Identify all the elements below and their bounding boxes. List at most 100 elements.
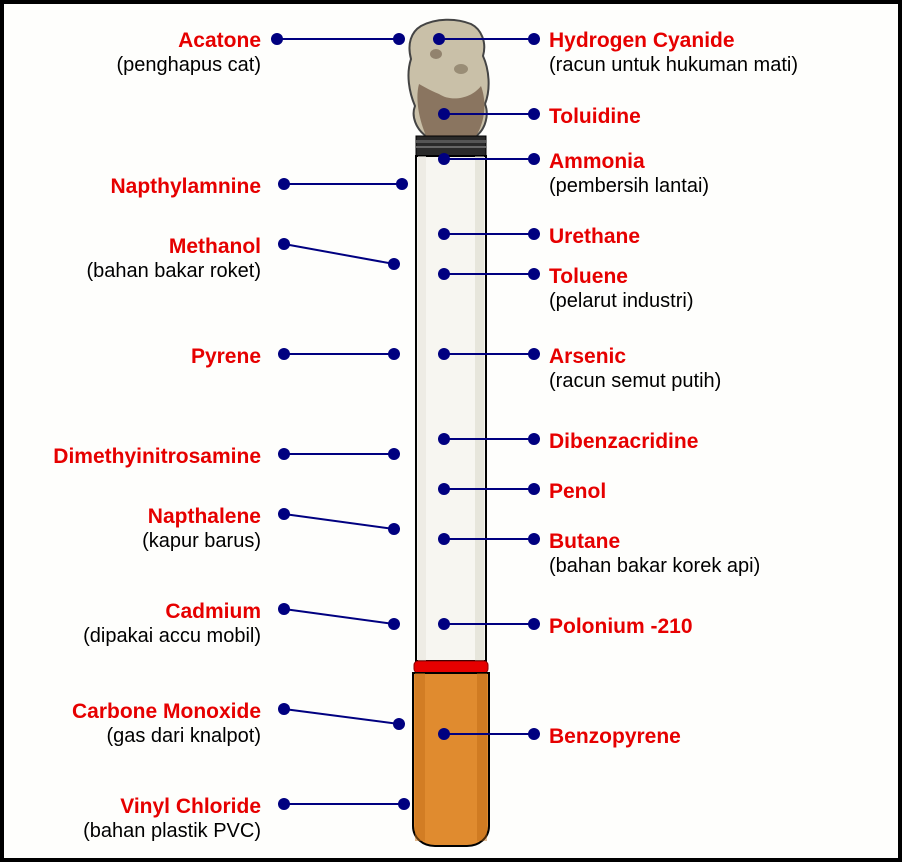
connector-line xyxy=(444,438,534,440)
chemical-description: (bahan bakar korek api) xyxy=(549,554,899,578)
chemical-name: Napthalene xyxy=(148,505,261,528)
connector-line xyxy=(284,608,394,625)
chemical-name: Ammonia xyxy=(549,150,645,173)
chemical-label: Toluidine xyxy=(549,104,899,129)
connector-line xyxy=(284,803,404,805)
connector-line xyxy=(444,733,534,735)
chemical-label: Acatone(penghapus cat) xyxy=(1,28,261,77)
chemical-description: (bahan bakar roket) xyxy=(1,259,261,283)
connector-line xyxy=(284,183,402,185)
chemical-description: (racun untuk hukuman mati) xyxy=(549,53,899,77)
connector-line xyxy=(284,243,394,265)
chemical-label: Butane(bahan bakar korek api) xyxy=(549,529,899,578)
chemical-label: Napthylamnine xyxy=(1,174,261,199)
chemical-description: (bahan plastik PVC) xyxy=(1,819,261,843)
chemical-label: Pyrene xyxy=(1,344,261,369)
connector-dot xyxy=(388,618,400,630)
chemical-description: (racun semut putih) xyxy=(549,369,899,393)
chemical-description: (gas dari knalpot) xyxy=(1,724,261,748)
connector-line xyxy=(277,38,399,40)
chemical-label: Napthalene(kapur barus) xyxy=(1,504,261,553)
connector-dot xyxy=(438,433,450,445)
connector-dot xyxy=(528,228,540,240)
chemical-name: Dimethyinitrosamine xyxy=(53,445,261,468)
chemical-description: (pelarut industri) xyxy=(549,289,899,313)
chemical-description: (kapur barus) xyxy=(1,529,261,553)
connector-dot xyxy=(528,348,540,360)
chemical-name: Pyrene xyxy=(191,345,261,368)
chemical-name: Benzopyrene xyxy=(549,725,681,748)
connector-dot xyxy=(388,348,400,360)
chemical-label: Vinyl Chloride(bahan plastik PVC) xyxy=(1,794,261,843)
chemical-name: Arsenic xyxy=(549,345,626,368)
connector-dot xyxy=(278,448,290,460)
connector-dot xyxy=(271,33,283,45)
chemical-label: Toluene(pelarut industri) xyxy=(549,264,899,313)
chemical-name: Hydrogen Cyanide xyxy=(549,29,735,52)
cigarette-illustration xyxy=(391,14,511,854)
chemical-name: Cadmium xyxy=(165,600,261,623)
chemical-description: (penghapus cat) xyxy=(1,53,261,77)
connector-dot xyxy=(528,433,540,445)
chemical-name: Methanol xyxy=(169,235,261,258)
chemical-label: Polonium -210 xyxy=(549,614,899,639)
connector-line xyxy=(444,538,534,540)
connector-dot xyxy=(528,33,540,45)
chemical-name: Toluene xyxy=(549,265,628,288)
connector-dot xyxy=(438,618,450,630)
chemical-label: Urethane xyxy=(549,224,899,249)
chemical-label: Methanol(bahan bakar roket) xyxy=(1,234,261,283)
connector-dot xyxy=(528,108,540,120)
chemical-label: Dibenzacridine xyxy=(549,429,899,454)
connector-dot xyxy=(528,153,540,165)
chemical-label: Penol xyxy=(549,479,899,504)
chemical-name: Urethane xyxy=(549,225,640,248)
connector-line xyxy=(444,273,534,275)
connector-line xyxy=(444,158,534,160)
connector-dot xyxy=(278,178,290,190)
connector-dot xyxy=(388,448,400,460)
connector-dot xyxy=(398,798,410,810)
chemical-label: Benzopyrene xyxy=(549,724,899,749)
chemical-description: (dipakai accu mobil) xyxy=(1,624,261,648)
chemical-description: (pembersih lantai) xyxy=(549,174,899,198)
connector-dot xyxy=(438,228,450,240)
chemical-name: Napthylamnine xyxy=(110,175,261,198)
connector-line xyxy=(444,623,534,625)
connector-dot xyxy=(438,153,450,165)
chemical-label: Ammonia(pembersih lantai) xyxy=(549,149,899,198)
connector-dot xyxy=(278,348,290,360)
connector-dot xyxy=(438,728,450,740)
connector-dot xyxy=(388,258,400,270)
connector-line xyxy=(284,513,394,530)
connector-dot xyxy=(278,798,290,810)
chemical-label: Arsenic(racun semut putih) xyxy=(549,344,899,393)
chemical-name: Acatone xyxy=(178,29,261,52)
chemical-label: Cadmium(dipakai accu mobil) xyxy=(1,599,261,648)
connector-dot xyxy=(278,238,290,250)
connector-dot xyxy=(438,268,450,280)
chemical-name: Vinyl Chloride xyxy=(120,795,261,818)
chemical-label: Carbone Monoxide(gas dari knalpot) xyxy=(1,699,261,748)
chemical-name: Carbone Monoxide xyxy=(72,700,261,723)
connector-dot xyxy=(438,533,450,545)
connector-dot xyxy=(278,508,290,520)
infographic-frame: Acatone(penghapus cat) Napthylamnine Metha… xyxy=(0,0,902,862)
connector-dot xyxy=(393,718,405,730)
chemical-name: Penol xyxy=(549,480,606,503)
connector-dot xyxy=(438,348,450,360)
connector-dot xyxy=(388,523,400,535)
connector-line xyxy=(284,453,394,455)
connector-dot xyxy=(393,33,405,45)
connector-dot xyxy=(438,108,450,120)
connector-line xyxy=(444,353,534,355)
chemical-label: Dimethyinitrosamine xyxy=(1,444,261,469)
chemical-name: Toluidine xyxy=(549,105,641,128)
connector-dot xyxy=(278,603,290,615)
chemical-name: Dibenzacridine xyxy=(549,430,698,453)
connector-line xyxy=(284,353,394,355)
connector-dot xyxy=(528,483,540,495)
connector-line xyxy=(284,708,399,725)
connector-dot xyxy=(438,483,450,495)
connector-dot xyxy=(528,268,540,280)
